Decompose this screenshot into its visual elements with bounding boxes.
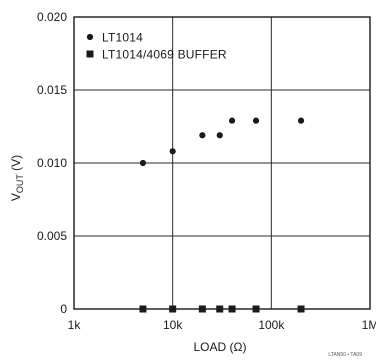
legend: LT1014 LT1014/4069 BUFFER	[86, 31, 227, 62]
grid-lines	[74, 17, 370, 309]
tick-labels: 1k 10k 100k 1M 0 0.005 0.010 0.015 0.020	[37, 10, 376, 332]
buffer-data-point	[216, 305, 224, 313]
lt1014-data-point	[228, 117, 236, 124]
x-tick-label: 1M	[362, 318, 376, 332]
y-tick-label: 0.010	[37, 156, 67, 170]
lt1014-data-point	[252, 117, 260, 124]
buffer-data-point	[252, 305, 260, 313]
buffer-data-point	[228, 305, 236, 313]
lt1014-data-point	[199, 132, 206, 139]
buffer-data-point	[297, 305, 305, 313]
lt1014-data-point	[216, 132, 223, 139]
y-axis-title-unit: (V)	[9, 155, 23, 174]
x-tick-label: 10k	[163, 318, 183, 332]
legend-label: LT1014	[102, 31, 143, 45]
buffer-data-point	[169, 305, 177, 313]
buffer-data-point	[198, 305, 206, 313]
y-tick-label: 0.015	[37, 83, 67, 97]
legend-circle-marker	[86, 33, 94, 41]
y-tick-label: 0	[60, 302, 67, 316]
y-tick-label: 0.020	[37, 10, 67, 24]
legend-square-marker	[86, 50, 94, 58]
x-tick-label: 1k	[68, 318, 82, 332]
y-axis-title-main: V	[9, 193, 23, 201]
legend-label: LT1014/4069 BUFFER	[102, 48, 227, 62]
buffer-data-point	[139, 305, 147, 313]
y-axis-title-subscript: OUT	[15, 174, 25, 194]
x-tick-label: 100k	[258, 318, 285, 332]
data-markers	[139, 117, 305, 313]
lt1014-data-point	[169, 148, 176, 155]
lt1014-data-point	[139, 159, 147, 167]
y-axis-title: VOUT (V)	[9, 155, 25, 201]
lt1014-data-point	[297, 117, 305, 124]
x-axis-title: LOAD (Ω)	[194, 340, 247, 354]
y-tick-label: 0.005	[37, 229, 67, 243]
figure-footnote: LTAN50 • TA09	[328, 352, 362, 358]
